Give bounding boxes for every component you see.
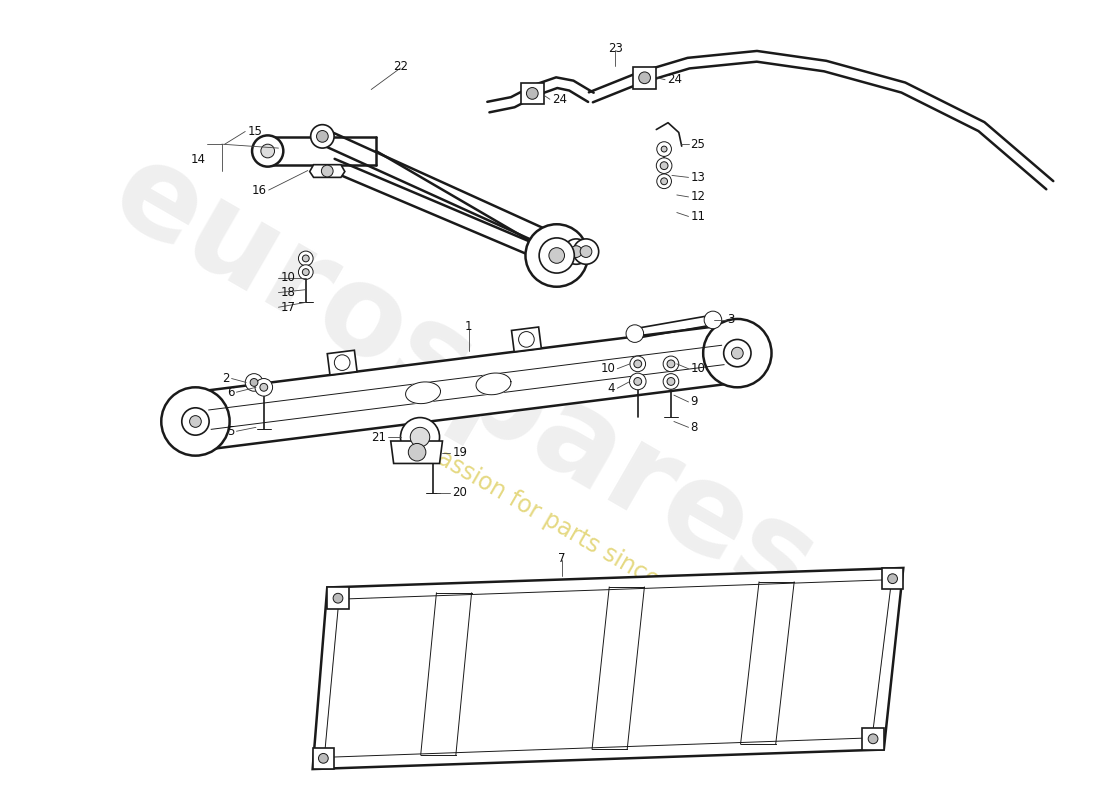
Circle shape <box>630 356 646 372</box>
Circle shape <box>703 319 771 387</box>
Circle shape <box>298 251 314 266</box>
Polygon shape <box>390 441 442 463</box>
Circle shape <box>302 255 309 262</box>
Circle shape <box>250 378 257 386</box>
Circle shape <box>189 416 201 427</box>
Text: 10: 10 <box>601 362 615 375</box>
Circle shape <box>255 378 273 396</box>
Circle shape <box>298 265 314 279</box>
Polygon shape <box>632 67 657 89</box>
Text: 13: 13 <box>691 171 705 184</box>
Circle shape <box>182 408 209 435</box>
Circle shape <box>526 224 588 286</box>
Text: 6: 6 <box>227 386 234 398</box>
Circle shape <box>667 378 675 386</box>
Circle shape <box>333 594 343 603</box>
Circle shape <box>667 360 675 368</box>
Text: 25: 25 <box>691 138 705 150</box>
Polygon shape <box>512 327 541 352</box>
Text: 20: 20 <box>452 486 468 499</box>
Text: 23: 23 <box>608 42 623 55</box>
Circle shape <box>634 360 641 368</box>
Circle shape <box>410 427 430 447</box>
Circle shape <box>660 162 668 170</box>
Polygon shape <box>406 382 440 404</box>
Circle shape <box>334 355 350 370</box>
Circle shape <box>408 443 426 461</box>
Circle shape <box>245 374 263 391</box>
Text: eurospares: eurospares <box>91 130 836 630</box>
Circle shape <box>302 269 309 275</box>
Circle shape <box>563 239 589 264</box>
Text: 2: 2 <box>222 372 230 385</box>
Circle shape <box>663 356 679 372</box>
Circle shape <box>310 125 334 148</box>
Circle shape <box>657 142 671 156</box>
Circle shape <box>321 165 333 177</box>
Text: 3: 3 <box>727 314 735 326</box>
Circle shape <box>573 239 598 264</box>
Polygon shape <box>476 373 510 394</box>
Polygon shape <box>862 728 883 750</box>
Circle shape <box>657 174 671 189</box>
Text: 19: 19 <box>452 446 468 459</box>
Polygon shape <box>310 165 344 178</box>
Polygon shape <box>312 568 903 769</box>
Text: 14: 14 <box>190 154 206 166</box>
Circle shape <box>704 311 722 329</box>
Text: 15: 15 <box>248 125 262 138</box>
Text: 5: 5 <box>227 425 234 438</box>
Text: 10: 10 <box>280 271 295 285</box>
Text: 1: 1 <box>465 320 473 334</box>
Text: 16: 16 <box>252 183 266 197</box>
Circle shape <box>261 144 275 158</box>
Text: 24: 24 <box>552 93 567 106</box>
Circle shape <box>629 373 646 390</box>
Text: 17: 17 <box>280 301 296 314</box>
Circle shape <box>724 339 751 367</box>
Text: 22: 22 <box>393 59 408 73</box>
Circle shape <box>661 146 667 152</box>
Text: 24: 24 <box>667 74 682 86</box>
Polygon shape <box>520 82 544 104</box>
Circle shape <box>260 383 267 391</box>
Text: 4: 4 <box>608 382 615 394</box>
Circle shape <box>639 72 650 84</box>
Circle shape <box>657 158 672 174</box>
Circle shape <box>634 378 641 386</box>
Circle shape <box>400 418 440 457</box>
Circle shape <box>539 238 574 273</box>
Polygon shape <box>328 350 358 375</box>
Text: 10: 10 <box>691 362 705 375</box>
Polygon shape <box>191 324 741 450</box>
Text: 11: 11 <box>691 210 705 223</box>
Circle shape <box>663 374 679 390</box>
Polygon shape <box>312 747 334 769</box>
Circle shape <box>252 135 284 166</box>
Circle shape <box>317 130 328 142</box>
Circle shape <box>527 87 538 99</box>
Circle shape <box>732 347 744 359</box>
Circle shape <box>868 734 878 744</box>
Circle shape <box>518 331 535 347</box>
Circle shape <box>571 246 582 258</box>
Circle shape <box>888 574 898 583</box>
Polygon shape <box>882 568 903 590</box>
Circle shape <box>549 248 564 263</box>
Text: 12: 12 <box>691 190 705 203</box>
Text: a passion for parts since 1985: a passion for parts since 1985 <box>402 427 723 626</box>
Circle shape <box>319 754 328 763</box>
Text: 8: 8 <box>691 421 697 434</box>
Circle shape <box>661 178 668 185</box>
Circle shape <box>626 325 644 342</box>
Text: 7: 7 <box>558 552 565 565</box>
Circle shape <box>580 246 592 258</box>
Text: 18: 18 <box>280 286 295 299</box>
Text: 9: 9 <box>691 395 698 409</box>
Polygon shape <box>328 587 349 609</box>
Circle shape <box>563 239 589 264</box>
Text: 21: 21 <box>371 430 386 444</box>
Polygon shape <box>324 580 892 758</box>
Circle shape <box>162 387 230 456</box>
